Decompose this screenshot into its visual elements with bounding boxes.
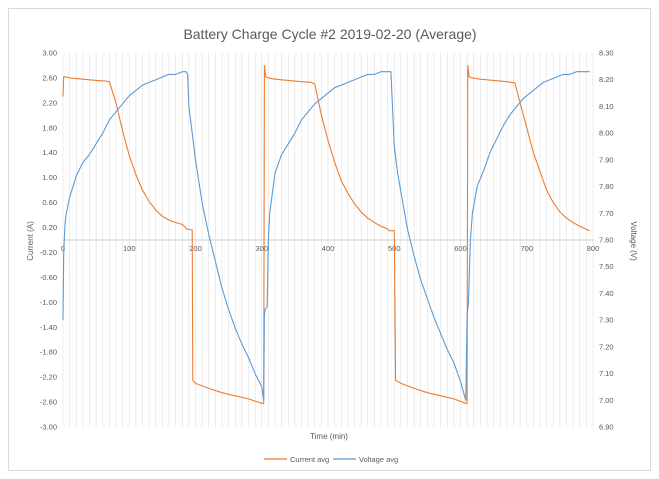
y-right-tick-label: 8.10 (599, 102, 614, 111)
y-left-tick-label: 2.20 (42, 98, 57, 107)
x-tick-label: 800 (587, 244, 600, 253)
y-left-tick-label: -0.20 (40, 248, 57, 257)
chart-title: Battery Charge Cycle #2 2019-02-20 (Aver… (183, 26, 476, 42)
y-right-tick-label: 7.00 (599, 396, 614, 405)
y-left-tick-label: 2.60 (42, 73, 57, 82)
legend: Current avg Voltage avg (264, 455, 398, 464)
y-right-tick-label: 7.20 (599, 342, 614, 351)
x-ticks: 0 100 200 300 400 500 600 700 800 (61, 244, 599, 253)
y-left-axis-title: Current (A) (26, 221, 35, 261)
y-right-axis-title: Voltage (V) (629, 221, 638, 261)
x-tick-label: 0 (61, 244, 65, 253)
legend-label-voltage: Voltage avg (359, 455, 398, 464)
y-right-tick-label: 6.90 (599, 423, 614, 432)
series-lines (62, 64, 590, 404)
y-left-tick-label: 0.60 (42, 198, 57, 207)
x-tick-label: 700 (520, 244, 533, 253)
legend-label-current: Current avg (290, 455, 329, 464)
x-axis-title: Time (min) (310, 432, 348, 441)
y-right-tick-label: 7.80 (599, 182, 614, 191)
y-left-tick-label: 3.00 (42, 49, 57, 58)
chart-canvas: Battery Charge Cycle #2 2019-02-20 (Aver… (26, 26, 638, 464)
y-left-tick-label: -1.00 (40, 298, 57, 307)
series-line-voltage (62, 71, 590, 401)
y-right-tick-label: 7.10 (599, 369, 614, 378)
y-left-tick-label: -2.20 (40, 373, 57, 382)
y-right-tick-label: 8.20 (599, 75, 614, 84)
y-left-tick-label: 1.80 (42, 123, 57, 132)
y-left-tick-label: 0.20 (42, 223, 57, 232)
y-right-tick-label: 7.50 (599, 262, 614, 271)
y-left-tick-label: 1.00 (42, 173, 57, 182)
y-right-tick-label: 7.30 (599, 316, 614, 325)
y-left-tick-label: -1.40 (40, 323, 57, 332)
chart-frame: Battery Charge Cycle #2 2019-02-20 (Aver… (8, 8, 651, 471)
y-left-tick-label: -0.60 (40, 273, 57, 282)
y-left-tick-label: -2.60 (40, 398, 57, 407)
y-left-ticks: 3.00 2.60 2.20 1.80 1.40 1.00 0.60 0.20 -0.20 -0.… (40, 49, 57, 432)
x-tick-label: 100 (123, 244, 136, 253)
y-right-tick-label: 7.90 (599, 155, 614, 164)
y-right-tick-label: 8.30 (599, 49, 614, 58)
y-right-ticks: 8.30 8.20 8.10 8.00 7.90 7.80 7.70 7.60 7.50 7.40… (599, 49, 614, 432)
y-right-tick-label: 7.60 (599, 236, 614, 245)
y-left-tick-label: -3.00 (40, 423, 57, 432)
y-right-tick-label: 7.40 (599, 289, 614, 298)
y-right-tick-label: 8.00 (599, 129, 614, 138)
x-tick-label: 200 (189, 244, 202, 253)
x-tick-label: 600 (454, 244, 467, 253)
x-tick-label: 400 (322, 244, 335, 253)
x-tick-label: 300 (255, 244, 268, 253)
y-right-tick-label: 7.70 (599, 209, 614, 218)
y-left-tick-label: 1.40 (42, 148, 57, 157)
y-left-tick-label: -1.80 (40, 348, 57, 357)
series-line-current (62, 64, 590, 404)
